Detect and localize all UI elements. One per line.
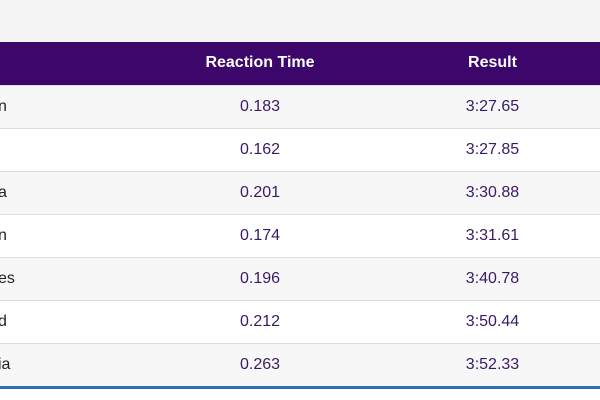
country-cell: es [0, 256, 135, 300]
country-cell: ia [0, 342, 135, 386]
reaction-time-cell: 0.263 [135, 342, 385, 386]
country-cell: a [0, 170, 135, 214]
results-table: Reaction Time Result n 0.183 3:27.65 0.1… [0, 42, 600, 386]
country-text: d [0, 313, 7, 331]
table-header-row: Reaction Time Result [0, 42, 600, 85]
reaction-time-cell: 0.196 [135, 256, 385, 300]
result-cell: 3:30.88 [385, 170, 600, 214]
country-text: n [0, 227, 7, 245]
country-cell: d [0, 299, 135, 343]
column-header-country [0, 42, 135, 85]
reaction-time-cell: 0.162 [135, 127, 385, 171]
country-text: ia [0, 355, 11, 373]
table-row: a 0.201 3:30.88 [0, 170, 600, 214]
top-band [0, 0, 600, 42]
table-row: ia 0.263 3:52.33 [0, 342, 600, 386]
reaction-time-cell: 0.174 [135, 213, 385, 257]
bottom-rule [0, 386, 600, 389]
result-cell: 3:27.65 [385, 84, 600, 128]
reaction-time-cell: 0.212 [135, 299, 385, 343]
result-cell: 3:50.44 [385, 299, 600, 343]
country-text: a [0, 184, 7, 202]
table-row: d 0.212 3:50.44 [0, 299, 600, 343]
country-text: n [0, 98, 7, 116]
column-header-result[interactable]: Result [468, 54, 517, 72]
result-cell: 3:40.78 [385, 256, 600, 300]
reaction-time-cell: 0.201 [135, 170, 385, 214]
table-row: n 0.174 3:31.61 [0, 213, 600, 257]
country-cell [0, 127, 135, 171]
country-cell: n [0, 84, 135, 128]
column-header-reaction-time[interactable]: Reaction Time [205, 54, 315, 72]
table-row: 0.162 3:27.85 [0, 127, 600, 171]
result-cell: 3:52.33 [385, 342, 600, 386]
result-cell: 3:27.85 [385, 127, 600, 171]
table-row: es 0.196 3:40.78 [0, 256, 600, 300]
result-cell: 3:31.61 [385, 213, 600, 257]
reaction-time-cell: 0.183 [135, 84, 385, 128]
country-text: es [0, 269, 15, 287]
table-row: n 0.183 3:27.65 [0, 84, 600, 128]
country-cell: n [0, 213, 135, 257]
